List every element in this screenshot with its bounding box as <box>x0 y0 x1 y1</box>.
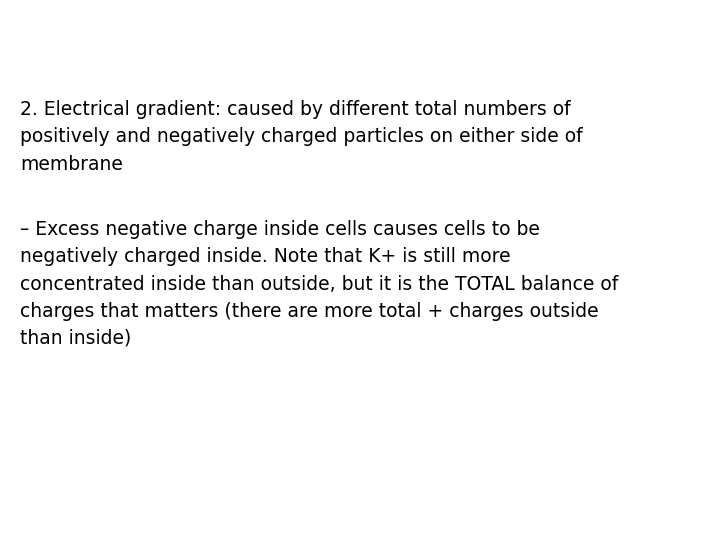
Text: – Excess negative charge inside cells causes cells to be
negatively charged insi: – Excess negative charge inside cells ca… <box>20 220 618 348</box>
Text: 2. Electrical gradient: caused by different total numbers of
positively and nega: 2. Electrical gradient: caused by differ… <box>20 100 582 173</box>
